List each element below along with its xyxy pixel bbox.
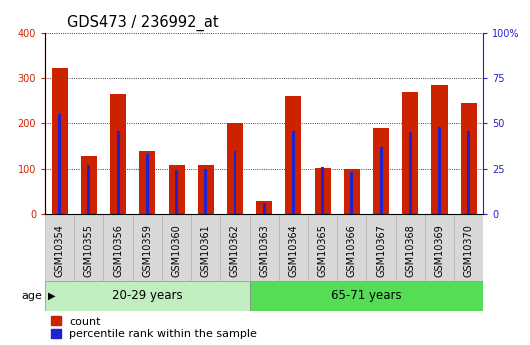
Bar	[379, 147, 383, 214]
Bar	[198, 165, 214, 214]
Bar	[139, 150, 155, 214]
Bar	[81, 156, 97, 214]
Bar	[175, 170, 178, 214]
Text: GSM10367: GSM10367	[376, 224, 386, 277]
Text: GSM10356: GSM10356	[113, 224, 123, 277]
Text: GSM10365: GSM10365	[317, 224, 328, 277]
Bar	[205, 169, 207, 214]
Bar	[292, 130, 295, 214]
Bar	[103, 214, 132, 281]
Bar	[74, 214, 103, 281]
Bar	[321, 167, 324, 214]
Bar	[162, 214, 191, 281]
Bar	[234, 150, 236, 214]
Text: GSM10369: GSM10369	[435, 224, 445, 277]
Bar	[51, 68, 68, 214]
Text: GSM10360: GSM10360	[172, 224, 182, 277]
Bar	[220, 214, 250, 281]
Text: GSM10359: GSM10359	[143, 224, 152, 277]
Bar	[285, 96, 302, 214]
Bar	[132, 214, 162, 281]
Bar	[402, 92, 418, 214]
Text: GSM10364: GSM10364	[288, 224, 298, 277]
Bar	[87, 165, 90, 214]
Bar	[454, 214, 483, 281]
Text: GSM10354: GSM10354	[55, 224, 65, 277]
Bar	[250, 281, 483, 310]
Bar	[366, 214, 396, 281]
Bar	[279, 214, 308, 281]
Bar	[227, 123, 243, 214]
Bar	[425, 214, 454, 281]
Bar	[263, 203, 266, 214]
Text: GSM10368: GSM10368	[405, 224, 416, 277]
Bar	[45, 281, 250, 310]
Bar	[146, 154, 149, 214]
Bar	[45, 214, 74, 281]
Bar	[438, 127, 441, 214]
Text: 65-71 years: 65-71 years	[331, 289, 402, 302]
Bar	[373, 128, 389, 214]
Text: GSM10366: GSM10366	[347, 224, 357, 277]
Bar	[461, 103, 477, 214]
Text: 20-29 years: 20-29 years	[112, 289, 183, 302]
Text: GSM10361: GSM10361	[201, 224, 211, 277]
Bar	[315, 168, 331, 214]
Bar	[58, 114, 61, 214]
Bar	[308, 214, 337, 281]
Bar	[191, 214, 220, 281]
Text: GDS473 / 236992_at: GDS473 / 236992_at	[67, 15, 218, 31]
Bar	[256, 201, 272, 214]
Text: ▶: ▶	[48, 291, 55, 301]
Bar	[350, 172, 354, 214]
Bar	[396, 214, 425, 281]
Bar	[344, 169, 360, 214]
Bar	[337, 214, 366, 281]
Text: age: age	[22, 291, 42, 301]
Text: GSM10355: GSM10355	[84, 224, 94, 277]
Bar	[110, 94, 126, 214]
Bar	[250, 214, 279, 281]
Legend: count, percentile rank within the sample: count, percentile rank within the sample	[50, 316, 258, 339]
Text: GSM10362: GSM10362	[230, 224, 240, 277]
Text: GSM10363: GSM10363	[259, 224, 269, 277]
Bar	[117, 130, 120, 214]
Bar	[169, 165, 184, 214]
Bar	[467, 130, 470, 214]
Bar	[409, 132, 412, 214]
Text: GSM10370: GSM10370	[464, 224, 474, 277]
Bar	[431, 85, 447, 214]
